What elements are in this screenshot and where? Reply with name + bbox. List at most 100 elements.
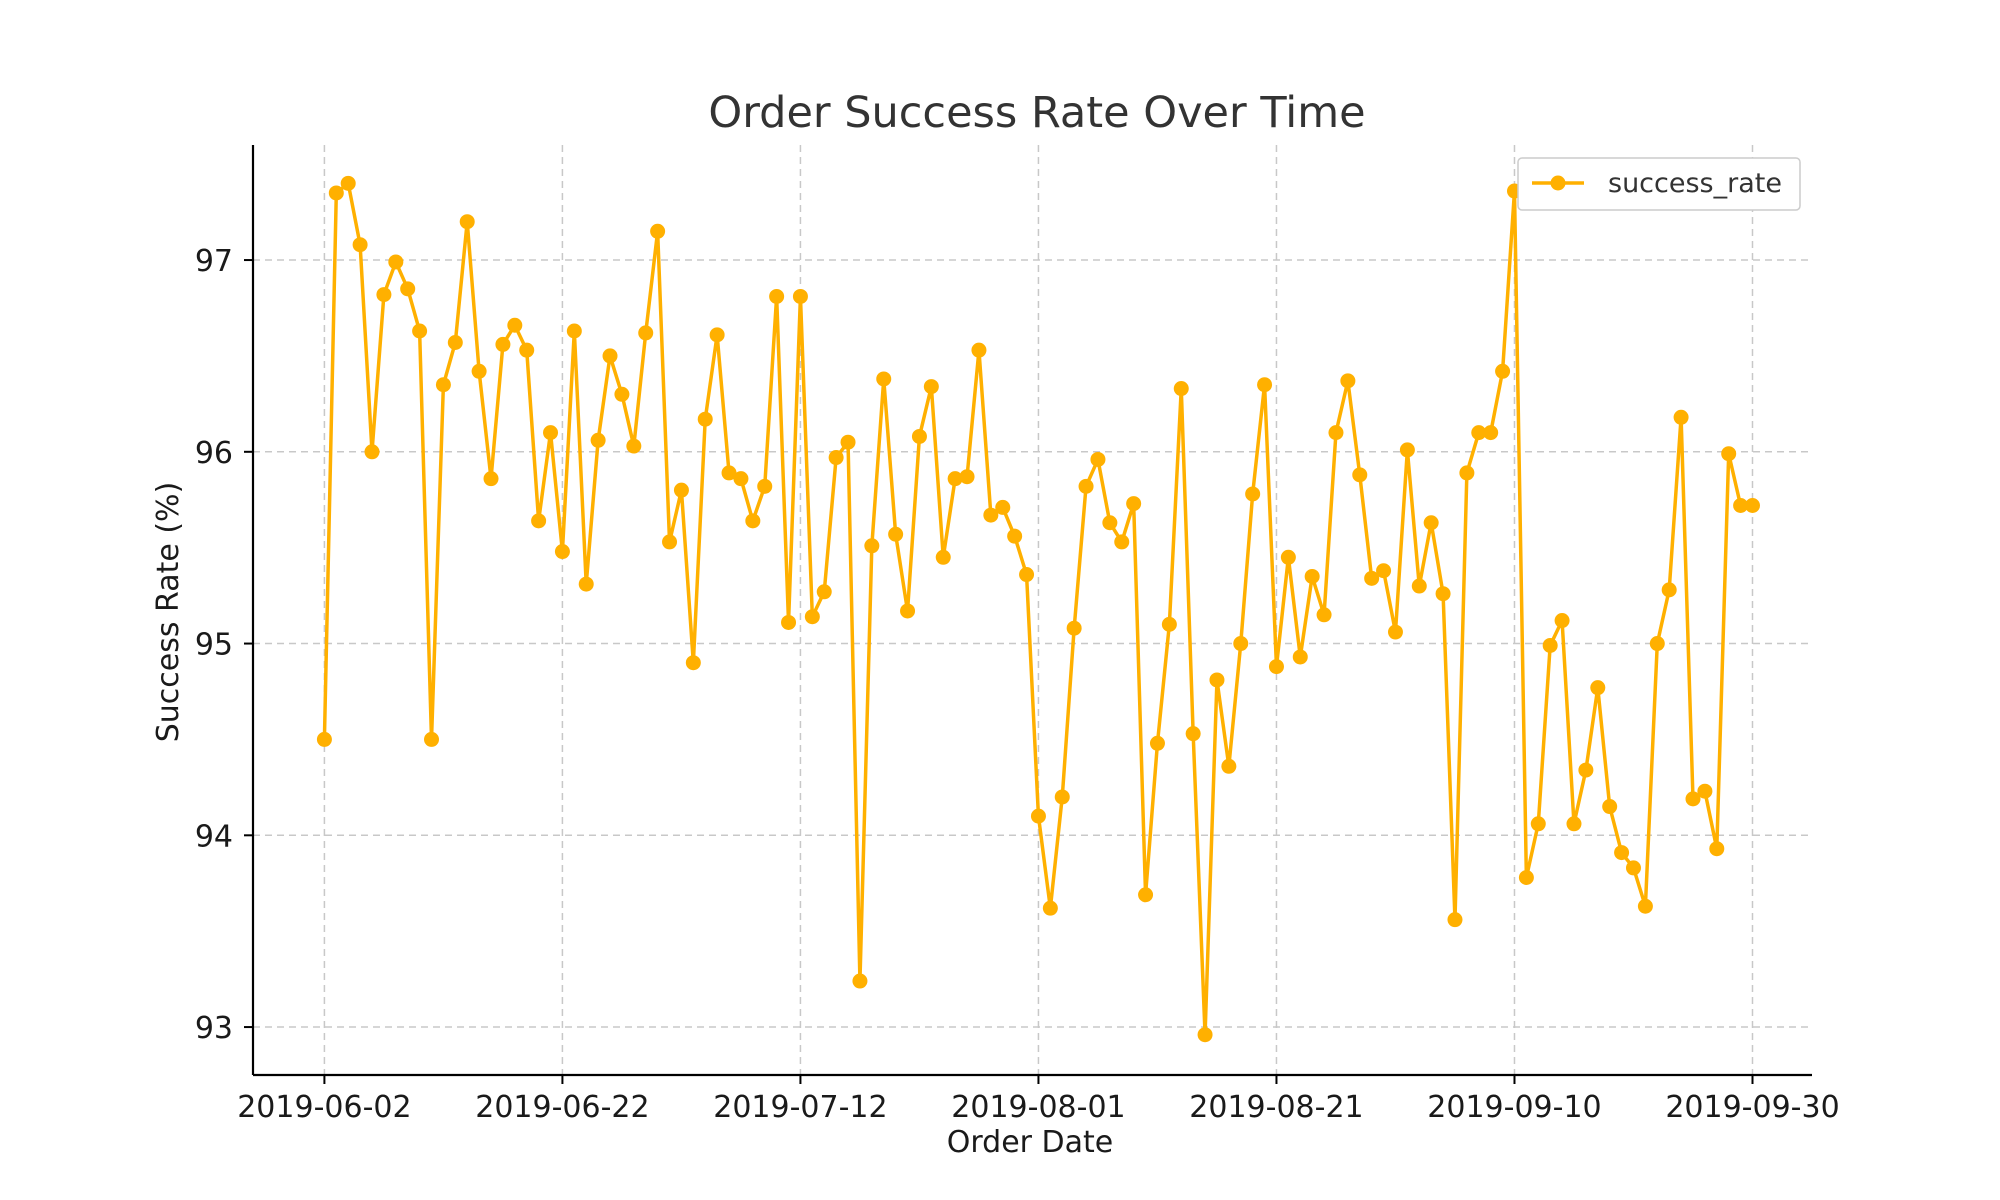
data-point xyxy=(1304,568,1320,584)
data-point xyxy=(590,432,606,448)
data-point xyxy=(352,237,368,253)
data-point xyxy=(673,482,689,498)
data-point xyxy=(1471,425,1487,441)
x-tick-label: 2019-06-02 xyxy=(237,1090,411,1125)
data-point xyxy=(769,288,785,304)
y-tick-label: 95 xyxy=(195,628,233,663)
data-point xyxy=(721,465,737,481)
data-point xyxy=(1066,620,1082,636)
data-point xyxy=(1030,808,1046,824)
data-point xyxy=(1197,1027,1213,1043)
data-point xyxy=(840,434,856,450)
data-point xyxy=(424,731,440,747)
data-point xyxy=(709,327,725,343)
data-point xyxy=(828,450,844,466)
legend-box xyxy=(1517,157,1801,211)
data-point xyxy=(1649,636,1665,652)
data-point xyxy=(1019,567,1035,583)
data-point xyxy=(1221,758,1237,774)
data-point xyxy=(1614,845,1630,861)
data-point xyxy=(1602,799,1618,815)
data-point xyxy=(852,973,868,989)
y-tick-label: 96 xyxy=(195,436,233,471)
data-point xyxy=(602,348,618,364)
data-point xyxy=(935,549,951,565)
data-point xyxy=(507,317,523,333)
data-point xyxy=(566,323,582,339)
data-point xyxy=(388,254,404,270)
data-point xyxy=(1709,841,1725,857)
data-point xyxy=(1114,534,1130,550)
data-point xyxy=(983,507,999,523)
data-point xyxy=(447,335,463,351)
data-point xyxy=(531,513,547,529)
data-point xyxy=(1435,586,1451,602)
chart-title: Order Success Rate Over Time xyxy=(708,88,1365,138)
data-point xyxy=(471,363,487,379)
data-point xyxy=(412,323,428,339)
data-point xyxy=(1126,496,1142,512)
y-tick-label: 93 xyxy=(195,1011,233,1046)
data-point xyxy=(459,214,475,230)
data-point xyxy=(1590,680,1606,696)
data-point xyxy=(543,425,559,441)
data-point xyxy=(1744,497,1760,513)
data-point xyxy=(1661,582,1677,598)
data-point xyxy=(1423,515,1439,531)
data-point xyxy=(995,499,1011,515)
data-point xyxy=(888,526,904,542)
data-point xyxy=(1483,425,1499,441)
x-tick-label: 2019-08-21 xyxy=(1189,1090,1363,1125)
data-point xyxy=(435,377,451,393)
data-point xyxy=(1566,816,1582,832)
data-point xyxy=(519,342,535,358)
data-point xyxy=(662,534,678,550)
data-point xyxy=(400,281,416,297)
data-point xyxy=(1233,636,1249,652)
data-point xyxy=(1447,912,1463,928)
data-point xyxy=(911,428,927,444)
data-point xyxy=(1328,425,1344,441)
data-point xyxy=(364,444,380,460)
data-point xyxy=(1149,735,1165,751)
data-point xyxy=(495,336,511,352)
data-point xyxy=(757,478,773,494)
data-point xyxy=(959,469,975,485)
data-point xyxy=(876,371,892,387)
data-point xyxy=(650,223,666,239)
y-tick-label: 97 xyxy=(195,244,233,279)
data-point xyxy=(1459,465,1475,481)
data-point xyxy=(1257,377,1273,393)
data-point xyxy=(1542,637,1558,653)
data-point xyxy=(1518,869,1534,885)
grid-lines xyxy=(253,145,1812,1075)
data-point xyxy=(340,175,356,191)
data-point xyxy=(1090,451,1106,467)
legend-marker-swatch xyxy=(1550,175,1566,191)
data-point xyxy=(1292,649,1308,665)
data-point xyxy=(1245,486,1261,502)
data-point xyxy=(1495,363,1511,379)
data-point xyxy=(1352,467,1368,483)
data-point xyxy=(483,471,499,487)
data-point xyxy=(1637,898,1653,914)
x-tick-label: 2019-08-01 xyxy=(951,1090,1125,1125)
data-point xyxy=(1411,578,1427,594)
x-tick-label: 2019-06-22 xyxy=(475,1090,649,1125)
data-point xyxy=(328,185,344,201)
y-axis-title: Success Rate (%) xyxy=(151,482,186,743)
x-tick-label: 2019-09-30 xyxy=(1665,1090,1839,1125)
data-point xyxy=(1209,672,1225,688)
data-point xyxy=(1685,791,1701,807)
data-point xyxy=(1340,373,1356,389)
data-point xyxy=(1578,762,1594,778)
data-point xyxy=(923,379,939,395)
data-point xyxy=(1054,789,1070,805)
data-point xyxy=(1376,563,1392,579)
data-point xyxy=(781,614,797,630)
data-point xyxy=(947,471,963,487)
data-point xyxy=(1280,549,1296,565)
tick-labels: 93 94 95 96 97 2019-06-02 2019-06-22 2019-07-12… xyxy=(195,244,1840,1125)
data-point xyxy=(1364,570,1380,586)
